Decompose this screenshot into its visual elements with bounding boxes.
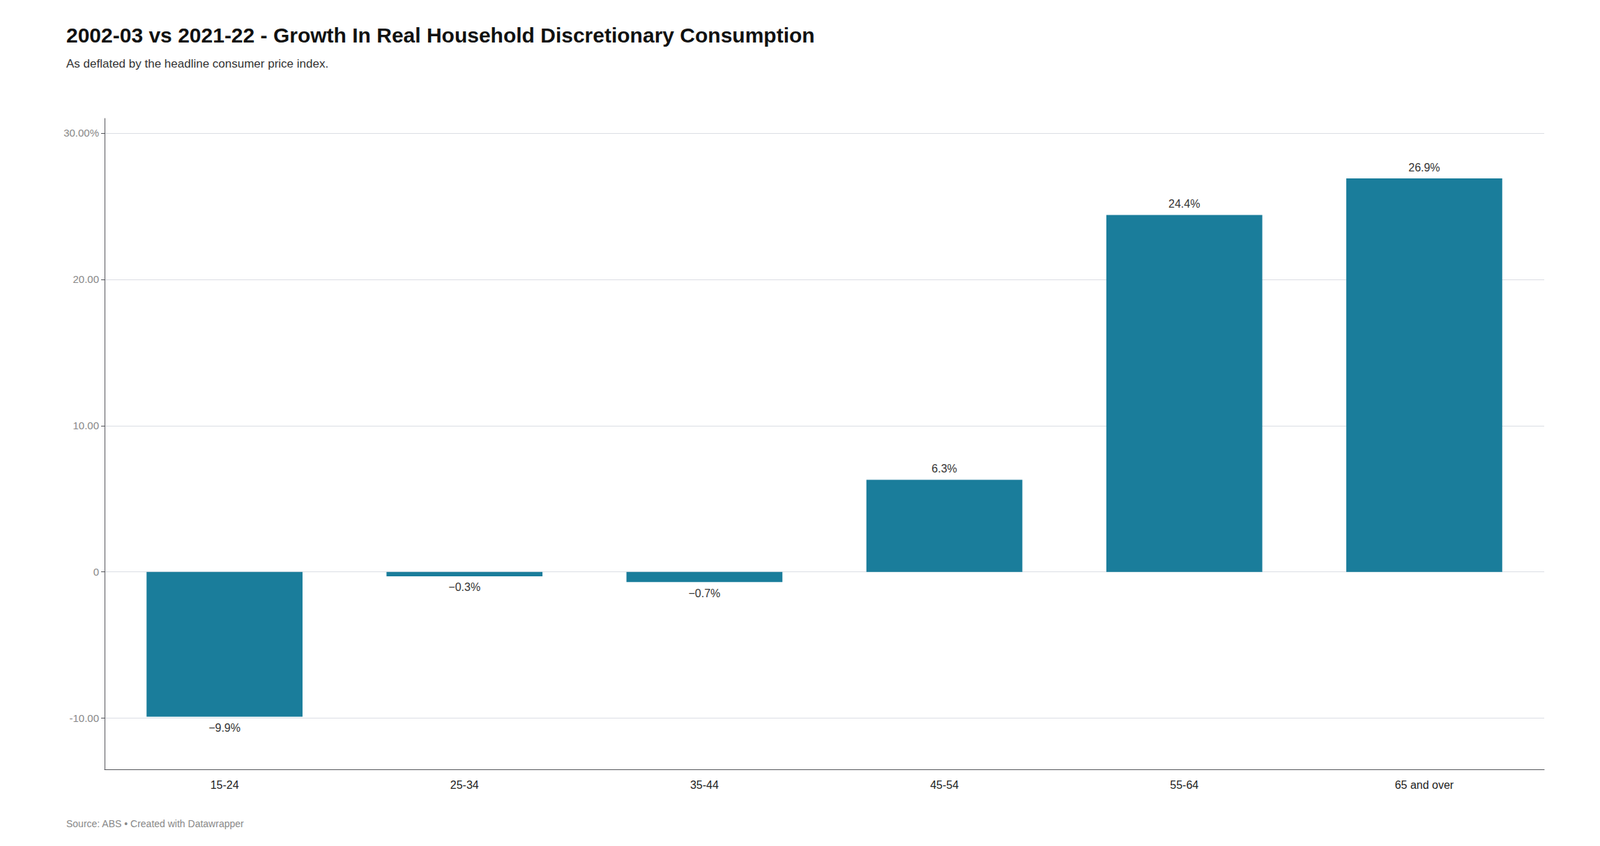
svg-text:As deflated by the headline co: As deflated by the headline consumer pri… [66,57,329,71]
svg-text:0: 0 [93,566,99,578]
svg-text:Source: ABS • Created with Dat: Source: ABS • Created with Datawrapper [66,818,245,830]
svg-text:10.00: 10.00 [72,419,99,432]
svg-text:−0.7%: −0.7% [688,587,721,600]
svg-text:35-44: 35-44 [690,779,719,792]
svg-text:2002-03 vs 2021-22 - Growth In: 2002-03 vs 2021-22 - Growth In Real Hous… [66,23,815,47]
svg-text:20.00: 20.00 [72,273,99,286]
svg-text:−0.3%: −0.3% [448,581,481,594]
svg-text:-10.00: -10.00 [69,712,99,725]
svg-text:15-24: 15-24 [210,779,240,792]
svg-text:45-54: 45-54 [930,779,959,792]
svg-text:26.9%: 26.9% [1408,161,1440,174]
svg-text:6.3%: 6.3% [931,462,957,475]
svg-text:65 and over: 65 and over [1395,779,1455,792]
svg-text:25-34: 25-34 [450,779,479,792]
svg-text:55-64: 55-64 [1169,779,1199,792]
svg-text:24.4%: 24.4% [1168,197,1200,210]
svg-text:−9.9%: −9.9% [208,722,241,735]
svg-text:30.00%: 30.00% [63,126,99,139]
